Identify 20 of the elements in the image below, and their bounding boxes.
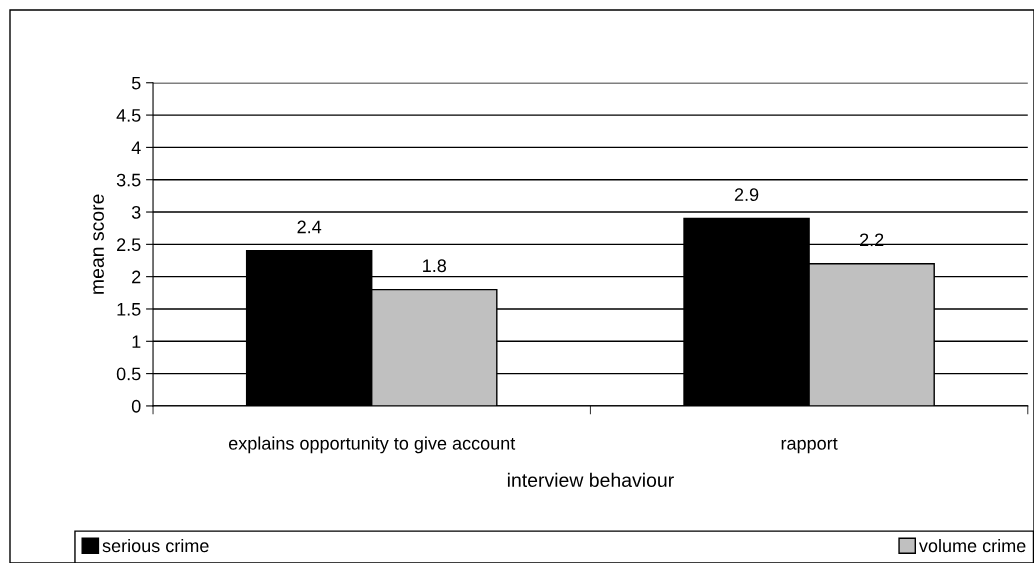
data-label: 1.8 bbox=[423, 259, 447, 273]
y-tick-label: 0.5 bbox=[116, 367, 141, 381]
y-tick-label: 2.5 bbox=[117, 238, 141, 252]
data-label: 2.4 bbox=[297, 220, 322, 234]
x-axis-title: interview behaviour bbox=[507, 472, 674, 488]
legend-label: serious crime bbox=[102, 538, 209, 553]
y-tick-label: 1.5 bbox=[117, 303, 141, 316]
y-tick-label: 4 bbox=[131, 141, 141, 154]
y-tick-label: 5 bbox=[131, 76, 141, 90]
x-tick-label: rapport bbox=[781, 437, 838, 454]
y-tick-label: 4.5 bbox=[116, 109, 141, 122]
y-tick-label: 2 bbox=[132, 270, 141, 284]
y-tick-label: 3 bbox=[131, 205, 141, 219]
y-tick-label: 1 bbox=[132, 335, 141, 348]
x-tick-label: explains opportunity to give account bbox=[228, 436, 516, 454]
y-tick-label: 3.5 bbox=[116, 173, 141, 187]
y-axis-title: mean score bbox=[93, 194, 104, 294]
y-tick-label: 0 bbox=[131, 399, 141, 413]
data-label: 2.9 bbox=[734, 188, 759, 202]
legend-label: volume crime bbox=[918, 538, 1026, 553]
